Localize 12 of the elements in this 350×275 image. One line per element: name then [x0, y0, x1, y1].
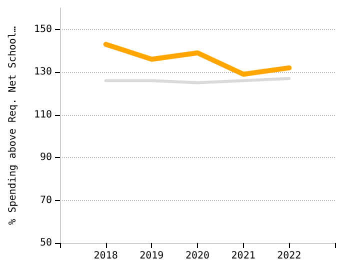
- x-tick-label: 2019: [140, 250, 164, 262]
- x-tick-label: 2018: [94, 250, 118, 262]
- y-tick-label: 150: [34, 24, 52, 35]
- y-tick-label: 130: [34, 66, 52, 78]
- y-tick-label: 70: [40, 194, 52, 206]
- x-tick-label: 2022: [277, 250, 302, 262]
- y-tick-label: 110: [34, 109, 52, 120]
- y-tick-label: 50: [40, 238, 52, 248]
- y-tick-label: 90: [40, 152, 52, 164]
- x-tick-label: 2020: [185, 250, 210, 262]
- x-tick-label: 2021: [231, 250, 256, 262]
- y-axis-title: % Spending above Req. Net School…: [8, 26, 18, 225]
